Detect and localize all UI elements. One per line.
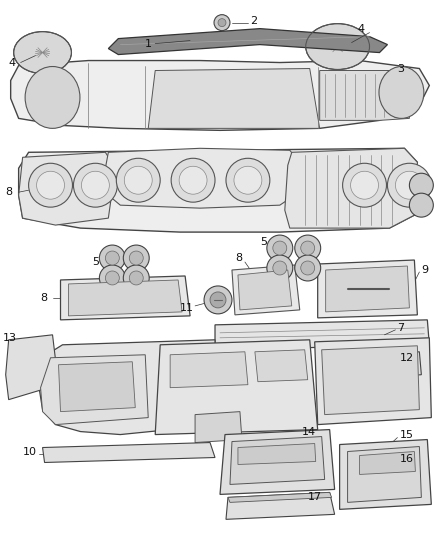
Polygon shape [285, 148, 417, 228]
Circle shape [37, 171, 64, 199]
Circle shape [343, 163, 386, 207]
Polygon shape [321, 346, 419, 415]
Circle shape [124, 166, 152, 194]
Circle shape [410, 173, 433, 197]
Polygon shape [238, 270, 292, 310]
Circle shape [295, 255, 321, 281]
Circle shape [28, 163, 72, 207]
Polygon shape [170, 352, 248, 387]
Polygon shape [215, 320, 429, 350]
Polygon shape [360, 451, 415, 474]
Text: 17: 17 [308, 492, 322, 503]
Ellipse shape [306, 23, 370, 69]
Circle shape [388, 163, 431, 207]
Polygon shape [59, 362, 135, 411]
Text: 4: 4 [357, 23, 365, 34]
Text: 13: 13 [3, 333, 17, 343]
Polygon shape [255, 350, 308, 382]
Circle shape [214, 15, 230, 30]
Circle shape [204, 286, 232, 314]
Circle shape [218, 19, 226, 27]
Circle shape [106, 251, 119, 265]
Polygon shape [42, 442, 215, 463]
Polygon shape [378, 352, 421, 378]
Polygon shape [220, 430, 335, 495]
Polygon shape [6, 335, 59, 400]
Circle shape [179, 166, 207, 194]
Polygon shape [60, 276, 190, 320]
Polygon shape [68, 280, 182, 316]
Polygon shape [39, 340, 215, 434]
Circle shape [117, 158, 160, 202]
Polygon shape [339, 440, 431, 510]
Ellipse shape [379, 67, 424, 118]
Text: 5: 5 [92, 257, 99, 267]
Circle shape [81, 171, 110, 199]
Circle shape [129, 271, 143, 285]
Ellipse shape [14, 31, 71, 74]
Polygon shape [11, 61, 429, 131]
Circle shape [410, 193, 433, 217]
Text: 5: 5 [260, 237, 267, 247]
Polygon shape [348, 447, 421, 503]
Polygon shape [155, 340, 318, 434]
Text: 8: 8 [41, 293, 48, 303]
Polygon shape [106, 148, 300, 208]
Polygon shape [314, 338, 431, 425]
Text: 8: 8 [235, 253, 242, 263]
Circle shape [171, 158, 215, 202]
Circle shape [106, 271, 119, 285]
Text: 12: 12 [399, 353, 413, 363]
Text: 2: 2 [250, 15, 257, 26]
Text: 14: 14 [302, 426, 316, 437]
Text: 11: 11 [180, 303, 194, 313]
Polygon shape [228, 492, 332, 503]
Polygon shape [195, 411, 242, 442]
Circle shape [124, 245, 149, 271]
Text: 4: 4 [9, 58, 16, 68]
Polygon shape [320, 70, 410, 120]
Text: 16: 16 [399, 455, 413, 464]
Polygon shape [108, 29, 388, 54]
Text: 15: 15 [399, 430, 413, 440]
Circle shape [124, 265, 149, 291]
Polygon shape [238, 443, 316, 464]
Text: 9: 9 [421, 265, 428, 275]
Polygon shape [232, 265, 300, 315]
Polygon shape [148, 69, 320, 128]
Circle shape [350, 171, 378, 199]
Circle shape [129, 251, 143, 265]
Polygon shape [230, 437, 325, 484]
Ellipse shape [25, 67, 80, 128]
Text: 8: 8 [6, 187, 13, 197]
Polygon shape [19, 148, 417, 232]
Text: 7: 7 [397, 323, 405, 333]
Circle shape [273, 261, 287, 275]
Text: 3: 3 [397, 63, 404, 74]
Circle shape [301, 241, 314, 255]
Polygon shape [41, 355, 148, 425]
Circle shape [99, 245, 125, 271]
Circle shape [301, 261, 314, 275]
Circle shape [267, 235, 293, 261]
Circle shape [396, 171, 424, 199]
Circle shape [273, 241, 287, 255]
Circle shape [99, 265, 125, 291]
Polygon shape [226, 492, 335, 519]
Circle shape [210, 292, 226, 308]
Text: 1: 1 [145, 38, 152, 49]
Text: 10: 10 [23, 447, 37, 457]
Circle shape [295, 235, 321, 261]
Circle shape [226, 158, 270, 202]
Circle shape [267, 255, 293, 281]
Polygon shape [318, 260, 417, 318]
Polygon shape [326, 266, 410, 312]
Circle shape [74, 163, 117, 207]
Polygon shape [19, 152, 115, 225]
Circle shape [234, 166, 262, 194]
